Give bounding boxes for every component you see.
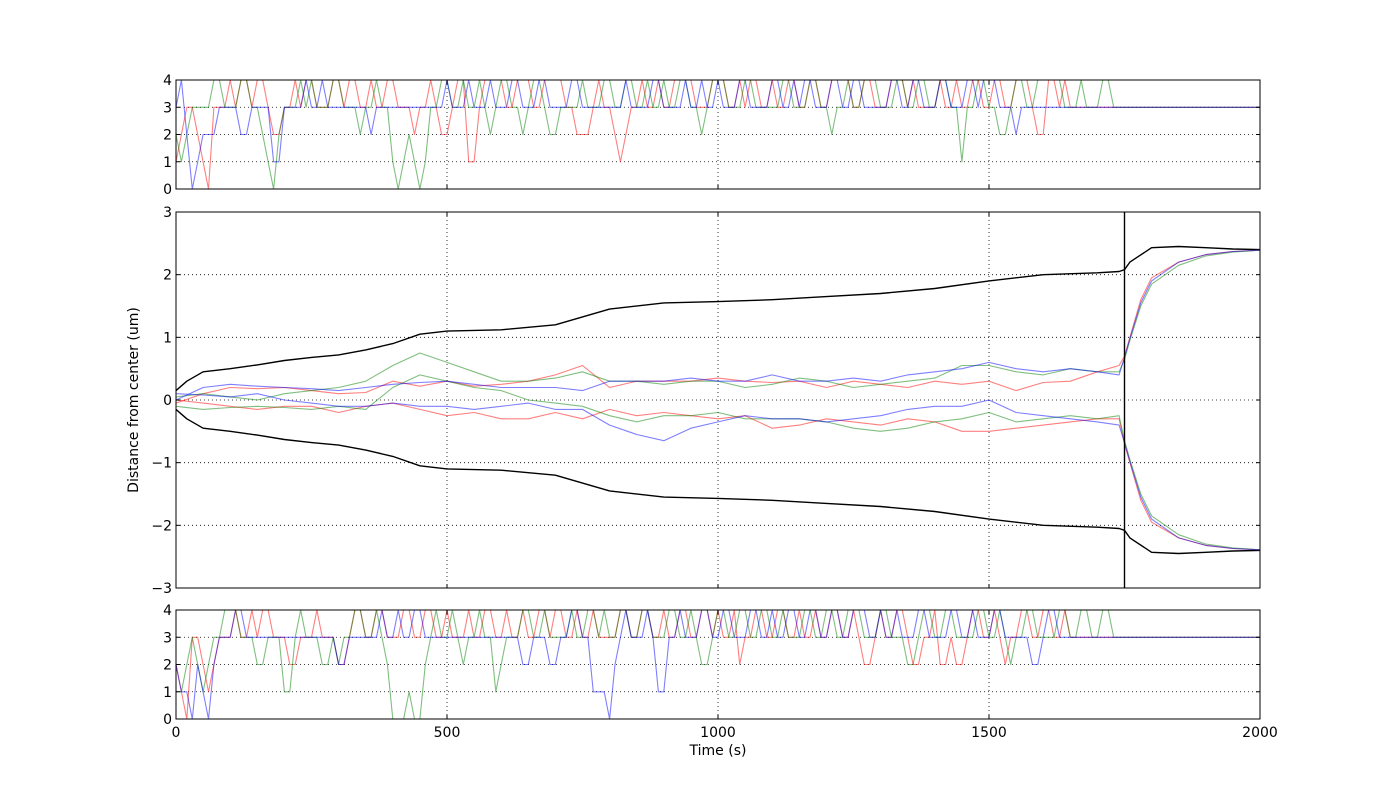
series-group bbox=[176, 80, 1260, 189]
y-tick-label: 3 bbox=[163, 100, 172, 116]
x-tick-label: 500 bbox=[434, 725, 461, 741]
middle-subplot: −3 −2 −1 0 1 2 3 bbox=[151, 205, 1261, 597]
x-tick-label: 2000 bbox=[1242, 725, 1278, 741]
y-tick-label: 1 bbox=[163, 685, 172, 701]
top-subplot: 0 1 2 3 4 bbox=[163, 73, 1261, 198]
x-axis-label: Time (s) bbox=[689, 743, 747, 759]
y-tick-label: 1 bbox=[163, 330, 172, 346]
data-series-line bbox=[176, 249, 1260, 404]
y-tick-label: 0 bbox=[163, 712, 172, 728]
y-axis-label: Distance from center (um) bbox=[126, 307, 142, 493]
y-tick-label: −2 bbox=[151, 518, 172, 534]
series-group bbox=[176, 610, 1260, 719]
x-tick-label: 1500 bbox=[971, 725, 1007, 741]
series-group bbox=[176, 245, 1260, 555]
y-tick-label: 0 bbox=[163, 393, 172, 409]
data-series-line bbox=[176, 610, 1260, 719]
y-tick-label: 4 bbox=[163, 603, 172, 619]
y-tick-label: −3 bbox=[151, 581, 172, 597]
y-tick-label: 4 bbox=[163, 73, 172, 89]
y-tick-label: 2 bbox=[163, 268, 172, 284]
data-series-line bbox=[176, 245, 1260, 392]
y-tick-label: −1 bbox=[151, 456, 172, 472]
data-series-line bbox=[176, 610, 1260, 719]
y-tick-label: 2 bbox=[163, 128, 172, 144]
x-tick-label: 0 bbox=[172, 725, 181, 741]
data-series-line bbox=[176, 393, 1260, 551]
y-tick-label: 3 bbox=[163, 205, 172, 221]
y-tick-label: 3 bbox=[163, 630, 172, 646]
data-series-line bbox=[176, 80, 1260, 189]
data-series-line bbox=[176, 80, 1260, 189]
x-tick-label: 1000 bbox=[700, 725, 736, 741]
data-series-line bbox=[176, 408, 1260, 555]
bottom-subplot: 0 1 2 3 4 0 500 1000 1500 2000 bbox=[163, 603, 1278, 741]
y-tick-label: 2 bbox=[163, 658, 172, 674]
data-series-line bbox=[176, 249, 1260, 401]
y-tick-label: 1 bbox=[163, 155, 172, 171]
y-tick-label: 0 bbox=[163, 182, 172, 198]
